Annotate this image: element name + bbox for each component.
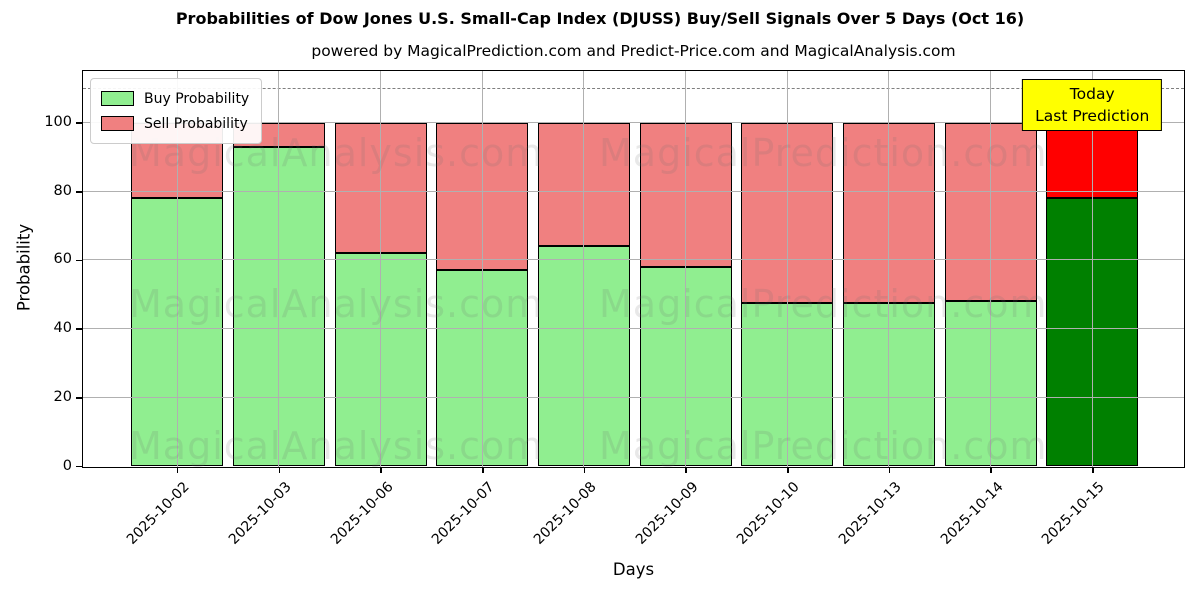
x-tick-mark [786, 466, 789, 473]
x-tick-label: 2025-10-14 [937, 478, 1007, 548]
legend: Buy Probability Sell Probability [90, 78, 263, 144]
legend-item-buy: Buy Probability [101, 86, 249, 111]
x-tick-label: 2025-10-10 [734, 478, 804, 548]
sell-bar-segment [1046, 122, 1139, 199]
sell-bar-segment [944, 122, 1037, 302]
x-axis-label: Days [612, 560, 655, 579]
x-tick-mark [583, 466, 586, 473]
y-tick-mark [76, 190, 82, 193]
x-tick-mark [888, 466, 891, 473]
y-tick-mark [76, 259, 82, 262]
buy-bar-segment [741, 302, 834, 466]
buy-bar-segment [1046, 198, 1139, 466]
buy-bar-segment [537, 246, 630, 466]
x-tick-label: 2025-10-15 [1039, 478, 1109, 548]
y-tick-mark [76, 465, 82, 468]
y-tick-label: 40 [53, 320, 72, 337]
x-tick-label: 2025-10-03 [225, 478, 295, 548]
x-tick-label: 2025-10-09 [632, 478, 702, 548]
y-tick-label: 20 [53, 388, 72, 405]
legend-item-sell: Sell Probability [101, 111, 249, 136]
y-tick-label: 80 [53, 182, 72, 199]
sell-bar-segment [842, 122, 935, 303]
x-tick-label: 2025-10-07 [429, 478, 499, 548]
buy-bar-segment [842, 302, 935, 466]
annotation-line-1: Today [1069, 85, 1115, 103]
x-tick-label: 2025-10-06 [327, 478, 397, 548]
x-tick-label: 2025-10-13 [835, 478, 905, 548]
sell-bar-segment [436, 122, 529, 271]
buy-legend-label: Buy Probability [144, 90, 250, 107]
x-tick-label: 2025-10-08 [530, 478, 600, 548]
y-tick-mark [76, 328, 82, 330]
sell-legend-label: Sell Probability [144, 115, 248, 132]
sell-bar-segment [741, 122, 834, 303]
y-tick-label: 100 [44, 114, 72, 131]
buy-probability-swatch [101, 91, 134, 106]
plot-area: Buy Probability Sell Probability Today L… [82, 70, 1185, 468]
buy-bar-segment [232, 146, 325, 466]
x-tick-mark [481, 466, 484, 473]
sell-bar-segment [639, 122, 732, 267]
today-annotation: Today Last Prediction [1022, 79, 1163, 131]
y-tick-mark [76, 397, 82, 399]
chart-subtitle: powered by MagicalPrediction.com and Pre… [311, 42, 956, 60]
y-tick-mark [76, 122, 82, 124]
x-tick-mark [176, 466, 179, 473]
x-tick-label: 2025-10-02 [124, 478, 194, 548]
buy-bar-segment [436, 270, 529, 466]
sell-bar-segment [537, 122, 630, 247]
y-tick-label: 60 [53, 251, 72, 268]
threshold-dashed-line [83, 88, 1184, 90]
buy-bar-segment [639, 266, 732, 466]
chart-title: Probabilities of Dow Jones U.S. Small-Ca… [175, 9, 1025, 28]
buy-bar-segment [131, 198, 224, 466]
x-tick-mark [380, 466, 382, 473]
y-tick-label: 0 [62, 457, 72, 474]
sell-probability-swatch [101, 116, 134, 131]
x-tick-mark [278, 466, 281, 473]
x-tick-mark [990, 466, 992, 473]
x-tick-mark [1091, 466, 1094, 473]
buy-bar-segment [334, 253, 427, 466]
sell-bar-segment [334, 122, 427, 254]
x-tick-mark [685, 466, 687, 473]
buy-bar-segment [944, 301, 1037, 466]
annotation-line-2: Last Prediction [1035, 107, 1150, 125]
